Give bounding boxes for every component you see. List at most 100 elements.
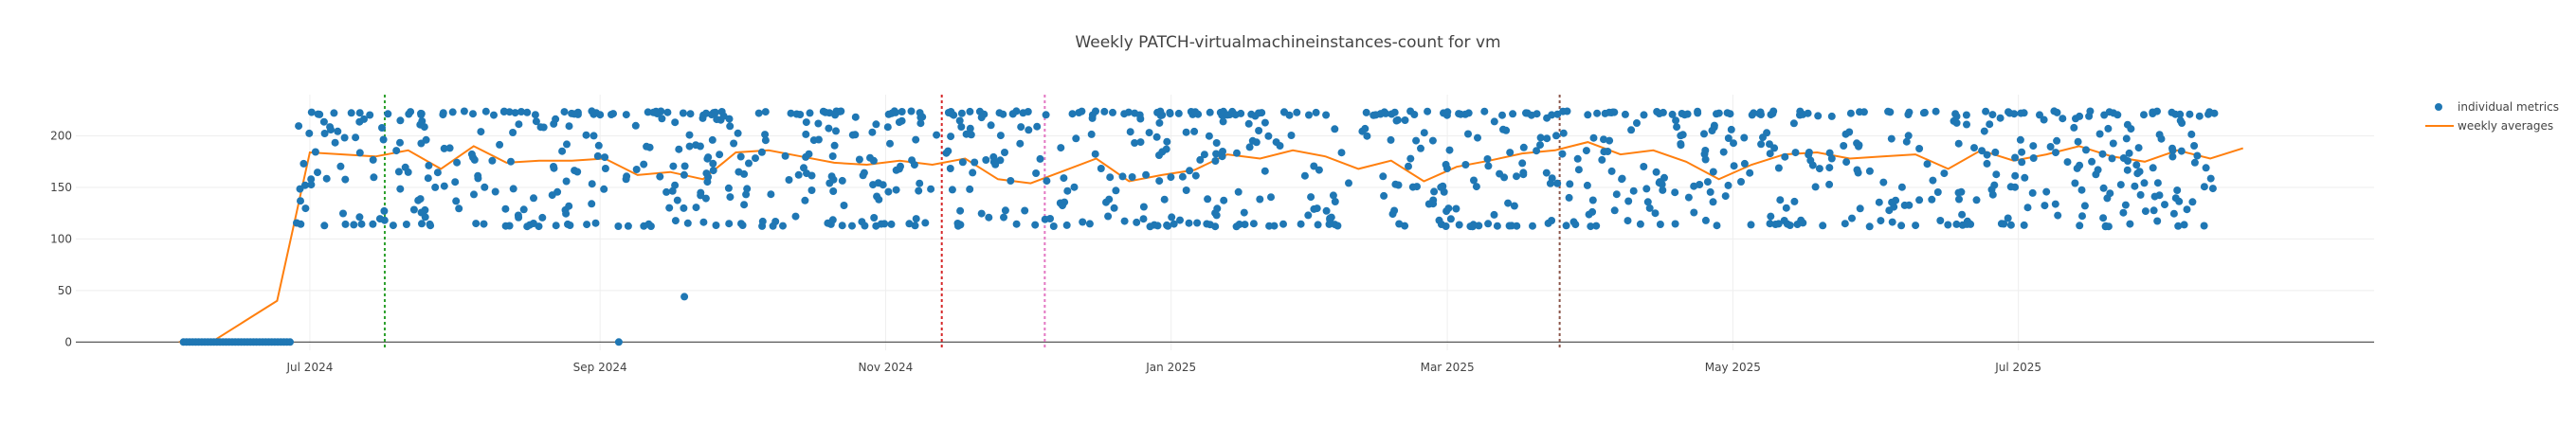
data-point bbox=[1865, 222, 1874, 231]
data-point bbox=[1001, 149, 1008, 156]
data-point bbox=[375, 215, 384, 223]
data-point bbox=[2059, 115, 2067, 123]
data-point bbox=[2080, 202, 2089, 210]
data-point bbox=[724, 184, 733, 192]
data-point bbox=[369, 220, 377, 228]
data-point bbox=[1678, 110, 1686, 117]
data-point bbox=[1105, 195, 1114, 204]
data-point bbox=[671, 118, 680, 127]
data-point bbox=[1191, 171, 1200, 180]
data-point bbox=[1548, 217, 1556, 224]
data-point bbox=[445, 144, 454, 152]
data-point bbox=[396, 185, 405, 193]
data-point bbox=[301, 204, 310, 213]
data-point bbox=[1730, 162, 1738, 170]
data-point bbox=[1212, 150, 1221, 158]
data-point bbox=[912, 215, 920, 223]
data-point bbox=[1944, 221, 1952, 229]
data-point bbox=[596, 111, 605, 119]
data-point bbox=[469, 110, 477, 118]
data-point bbox=[971, 158, 979, 167]
data-point bbox=[1120, 110, 1129, 118]
data-point bbox=[1582, 147, 1590, 155]
data-point bbox=[1206, 108, 1214, 116]
data-point bbox=[1408, 183, 1417, 191]
data-point bbox=[2168, 152, 2177, 161]
data-point bbox=[2149, 164, 2157, 172]
data-point bbox=[1983, 159, 1991, 168]
data-point bbox=[2086, 107, 2095, 115]
data-point bbox=[601, 153, 609, 162]
data-point bbox=[868, 128, 877, 136]
data-point bbox=[1954, 139, 1963, 148]
data-point bbox=[1766, 150, 1774, 158]
data-point bbox=[1629, 186, 1638, 195]
data-point bbox=[588, 180, 596, 188]
data-point bbox=[1443, 108, 1452, 116]
data-point bbox=[417, 109, 425, 117]
data-point bbox=[573, 168, 582, 176]
data-point bbox=[1781, 152, 1789, 161]
data-point bbox=[737, 220, 745, 228]
data-point bbox=[1313, 204, 1321, 213]
data-point bbox=[1167, 173, 1175, 182]
data-point bbox=[330, 109, 338, 117]
data-point bbox=[1746, 169, 1754, 177]
data-point bbox=[1703, 178, 1712, 186]
data-point bbox=[1193, 219, 1202, 227]
data-point bbox=[1490, 117, 1498, 126]
data-point bbox=[1455, 221, 1463, 229]
data-point bbox=[802, 130, 810, 138]
data-point bbox=[1146, 222, 1154, 231]
data-point bbox=[1393, 115, 1402, 124]
data-point bbox=[989, 152, 998, 161]
data-point bbox=[1424, 107, 1432, 115]
data-point bbox=[1104, 212, 1113, 221]
data-point bbox=[1588, 207, 1597, 216]
data-point bbox=[1499, 125, 1507, 133]
data-point bbox=[1963, 220, 1971, 228]
data-point bbox=[378, 124, 386, 132]
data-point bbox=[838, 176, 846, 185]
grid bbox=[76, 95, 2374, 350]
data-point bbox=[307, 108, 316, 116]
data-point bbox=[1672, 116, 1680, 125]
data-point bbox=[1548, 111, 1556, 119]
data-point bbox=[1587, 222, 1595, 231]
data-point bbox=[366, 111, 374, 119]
data-point bbox=[2072, 115, 2079, 123]
data-point bbox=[2101, 222, 2110, 230]
data-point bbox=[1915, 145, 1924, 152]
data-point bbox=[1245, 143, 1254, 151]
data-point bbox=[1293, 108, 1301, 116]
data-point bbox=[1182, 186, 1190, 194]
data-point bbox=[1865, 167, 1874, 175]
data-point bbox=[1519, 170, 1528, 179]
weekly-averages-series bbox=[178, 141, 2244, 344]
data-point bbox=[631, 121, 640, 130]
data-point bbox=[905, 220, 914, 228]
data-point bbox=[2099, 214, 2108, 222]
data-point bbox=[1875, 198, 1883, 206]
data-point bbox=[1727, 125, 1735, 133]
legend[interactable]: individual metrics weekly averages bbox=[2425, 100, 2559, 133]
data-point bbox=[1706, 187, 1714, 196]
data-point bbox=[785, 176, 793, 184]
data-point bbox=[802, 118, 810, 127]
data-point bbox=[895, 165, 903, 173]
data-point bbox=[2053, 108, 2061, 116]
data-point bbox=[916, 119, 925, 128]
data-point bbox=[1412, 136, 1421, 145]
data-point bbox=[711, 108, 719, 116]
data-point bbox=[2186, 110, 2194, 118]
data-point bbox=[1008, 110, 1017, 118]
data-point bbox=[769, 222, 777, 230]
data-point bbox=[2095, 130, 2104, 138]
data-point bbox=[380, 206, 389, 215]
data-point bbox=[2150, 206, 2158, 215]
data-point bbox=[1241, 221, 1249, 229]
data-point bbox=[1484, 162, 1493, 170]
data-point bbox=[594, 141, 603, 150]
data-point bbox=[307, 181, 316, 189]
data-point bbox=[2169, 209, 2178, 218]
